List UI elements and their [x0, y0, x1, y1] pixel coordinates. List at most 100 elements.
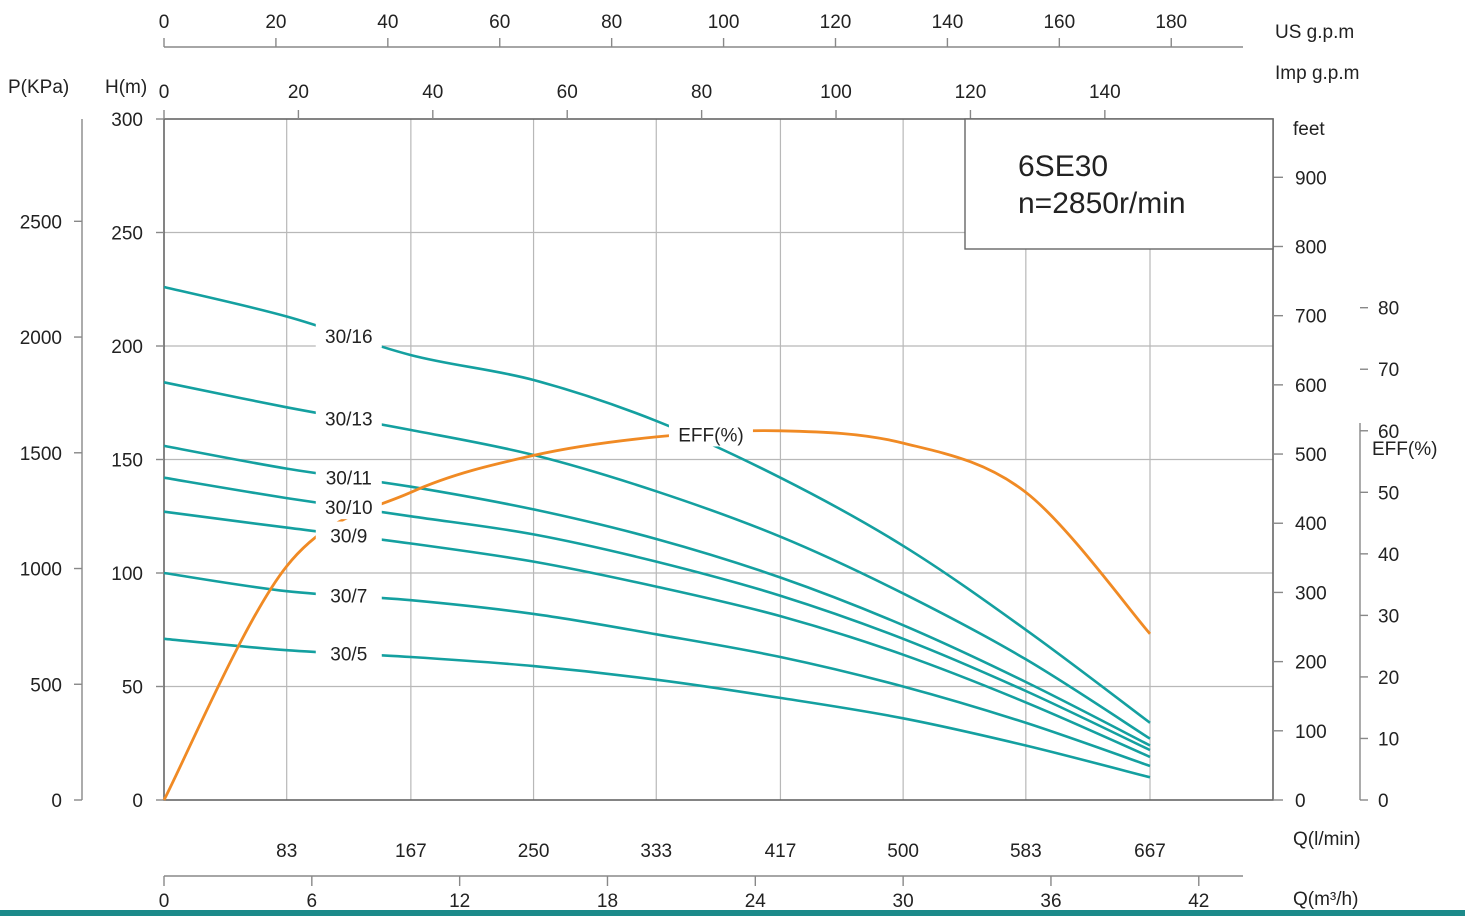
- chart-title: 6SE30: [1018, 150, 1108, 183]
- curve-labels: 30/16 30/13 30/11 30/10 30/9 30/7 30/5 EFF(%): [315, 321, 753, 666]
- head-tick-0: 0: [132, 791, 143, 812]
- title-box: [964, 118, 1274, 250]
- series-label-3: 30/10: [325, 498, 373, 519]
- eff-tick-4: 40: [1378, 545, 1399, 566]
- series-label-bg-6: [315, 639, 382, 666]
- efficiency-curve: [162, 429, 1152, 801]
- pressure-tick-1: 500: [30, 675, 62, 696]
- feet-tick-3: 300: [1295, 583, 1327, 604]
- series-label-2: 30/11: [326, 469, 372, 490]
- q-lmin-tick-6: 583: [1010, 841, 1042, 862]
- imp-gpm-tick-7: 140: [1089, 82, 1121, 103]
- imp-gpm-tick-5: 100: [820, 82, 852, 103]
- q-lmin-tick-1: 167: [395, 841, 427, 862]
- imp-gpm-tick-1: 20: [288, 82, 309, 103]
- us-gpm-tick-9: 180: [1155, 12, 1187, 33]
- q-m3h-axis: 0 6 12 18 24 30 36 42: [159, 876, 1209, 912]
- q-lmin-tick-3: 333: [640, 841, 672, 862]
- feet-tick-1: 100: [1295, 722, 1327, 743]
- q-lmin-unit: Q(l/min): [1293, 829, 1361, 850]
- efficiency-label-bg: [668, 420, 753, 447]
- feet-axis: 0 100 200 300 400 500 600 700 800 900: [1273, 168, 1327, 812]
- us-gpm-tick-4: 80: [601, 12, 622, 33]
- series-label-4: 30/9: [330, 527, 367, 548]
- q-lmin-tick-0: 83: [276, 841, 297, 862]
- series-label-bg-2: [315, 463, 382, 490]
- imp-gpm-tick-0: 0: [159, 82, 170, 103]
- q-m3h-unit: Q(m³/h): [1293, 889, 1358, 910]
- head-tick-6: 300: [111, 110, 143, 131]
- head-tick-5: 250: [111, 224, 143, 245]
- series-label-0: 30/16: [325, 327, 373, 348]
- pressure-tick-4: 2000: [20, 328, 62, 349]
- bottom-bar: [0, 910, 1465, 916]
- eff-tick-2: 20: [1378, 668, 1399, 689]
- head-tick-2: 100: [111, 564, 143, 585]
- us-gpm-tick-3: 60: [489, 12, 510, 33]
- series-label-6: 30/5: [330, 645, 367, 666]
- feet-tick-0: 0: [1295, 791, 1306, 812]
- us-gpm-tick-7: 140: [932, 12, 964, 33]
- pressure-tick-2: 1000: [20, 560, 62, 581]
- head-tick-4: 200: [111, 337, 143, 358]
- us-gpm-tick-0: 0: [159, 12, 170, 33]
- eff-axis: 0 10 20 30 40 50 60 70 80: [1360, 299, 1399, 812]
- us-gpm-tick-2: 40: [377, 12, 398, 33]
- series-label-bg-5: [315, 581, 382, 608]
- series-label-5: 30/7: [330, 587, 367, 608]
- pressure-unit: P(KPa): [8, 77, 69, 98]
- feet-tick-6: 600: [1295, 376, 1327, 397]
- us-gpm-tick-8: 160: [1043, 12, 1075, 33]
- series-label-bg-3: [315, 493, 382, 520]
- us-gpm-tick-5: 100: [708, 12, 740, 33]
- q-m3h-tick-4: 24: [745, 891, 767, 912]
- pressure-tick-5: 2500: [20, 212, 62, 233]
- us-gpm-axis: 0 20 40 60 80 100 120 140 160 180: [159, 12, 1187, 47]
- imp-gpm-tick-3: 60: [557, 82, 578, 103]
- eff-tick-5: 50: [1378, 483, 1399, 504]
- q-m3h-tick-7: 42: [1188, 891, 1209, 912]
- pressure-axis: 0 500 1000 1500 2000 2500: [20, 212, 82, 812]
- efficiency-label: EFF(%): [678, 425, 743, 446]
- efficiency-line: [162, 429, 1152, 801]
- q-m3h-tick-0: 0: [159, 891, 170, 912]
- series-line-6: [163, 637, 1151, 779]
- eff-tick-3: 30: [1378, 606, 1399, 627]
- head-axis: 0 50 100 150 200 250 300: [111, 110, 164, 812]
- eff-tick-6: 60: [1378, 422, 1399, 443]
- imp-gpm-unit: Imp g.p.m: [1275, 63, 1359, 84]
- feet-tick-8: 800: [1295, 237, 1327, 258]
- q-lmin-tick-2: 250: [518, 841, 550, 862]
- eff-tick-8: 80: [1378, 299, 1399, 320]
- pressure-tick-3: 1500: [20, 444, 62, 465]
- q-lmin-axis: 83 167 250 333 417 500 583 667: [276, 841, 1166, 862]
- us-gpm-tick-1: 20: [265, 12, 286, 33]
- feet-tick-7: 700: [1295, 307, 1327, 328]
- series-label-1: 30/13: [325, 410, 373, 431]
- chart-subtitle: n=2850r/min: [1018, 187, 1186, 220]
- feet-tick-2: 200: [1295, 653, 1327, 674]
- eff-tick-0: 0: [1378, 791, 1389, 812]
- head-unit: H(m): [105, 77, 147, 98]
- eff-tick-7: 70: [1378, 360, 1399, 381]
- q-m3h-tick-1: 6: [307, 891, 318, 912]
- series-label-bg-1: [315, 404, 382, 431]
- q-m3h-tick-3: 18: [597, 891, 618, 912]
- q-lmin-tick-5: 500: [887, 841, 919, 862]
- imp-gpm-axis: 0 20 40 60 80 100 120 140: [159, 82, 1121, 119]
- head-curves: [163, 285, 1151, 779]
- head-tick-3: 150: [111, 451, 143, 472]
- imp-gpm-tick-2: 40: [422, 82, 443, 103]
- imp-gpm-tick-4: 80: [691, 82, 712, 103]
- q-m3h-tick-2: 12: [449, 891, 470, 912]
- q-lmin-tick-4: 417: [765, 841, 797, 862]
- series-line-0: [163, 285, 1151, 724]
- q-m3h-tick-6: 36: [1040, 891, 1061, 912]
- feet-tick-9: 900: [1295, 168, 1327, 189]
- series-label-bg-0: [315, 321, 382, 348]
- eff-unit: EFF(%): [1372, 439, 1437, 460]
- feet-unit: feet: [1293, 119, 1325, 140]
- us-gpm-unit: US g.p.m: [1275, 22, 1354, 43]
- imp-gpm-tick-6: 120: [955, 82, 987, 103]
